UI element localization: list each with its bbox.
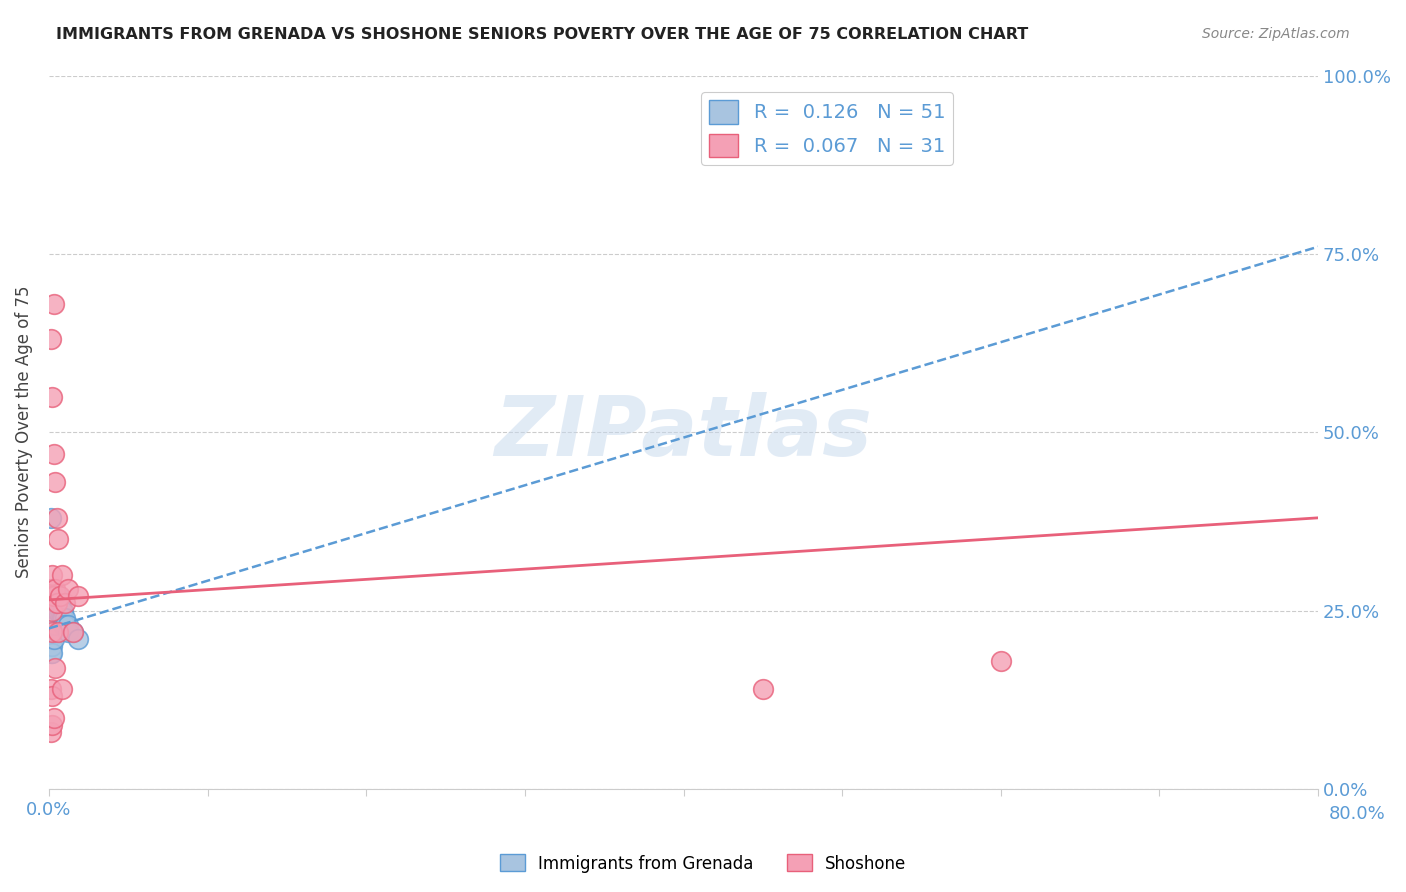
Point [41,590,63,604]
Point [44,582,66,597]
Point [56,624,79,639]
Point [52,617,75,632]
Point [51,610,73,624]
Point [66,590,89,604]
Point [42,447,65,461]
Point [41,597,63,611]
Point [49,597,72,611]
Point [41,717,63,731]
Point [62,624,84,639]
Point [53,617,76,632]
Legend: Immigrants from Grenada, Shoshone: Immigrants from Grenada, Shoshone [494,847,912,880]
Point [39,610,62,624]
Point [41,603,63,617]
Point [53,610,76,624]
Point [66,632,89,646]
Point [39,646,62,660]
Text: 80.0%: 80.0% [1329,805,1385,823]
Point [39,603,62,617]
Point [41,646,63,660]
Text: IMMIGRANTS FROM GRENADA VS SHOSHONE SENIORS POVERTY OVER THE AGE OF 75 CORRELATI: IMMIGRANTS FROM GRENADA VS SHOSHONE SENI… [56,27,1029,42]
Point [42,603,65,617]
Point [49,590,72,604]
Point [39,681,62,696]
Point [42,632,65,646]
Point [39,597,62,611]
Point [45,597,67,611]
Point [990,653,1012,667]
Point [48,624,70,639]
Point [752,681,775,696]
Point [44,617,66,632]
Point [42,590,65,604]
Point [42,597,65,611]
Point [44,603,66,617]
Point [39,639,62,653]
Point [56,582,79,597]
Point [39,617,62,632]
Point [44,590,66,604]
Point [42,610,65,624]
Point [42,590,65,604]
Y-axis label: Seniors Poverty Over the Age of 75: Seniors Poverty Over the Age of 75 [15,286,32,579]
Text: Source: ZipAtlas.com: Source: ZipAtlas.com [1202,27,1350,41]
Point [48,533,70,547]
Point [39,582,62,597]
Point [39,333,62,347]
Point [41,568,63,582]
Point [41,632,63,646]
Point [51,681,73,696]
Point [41,624,63,639]
Point [48,590,70,604]
Point [39,624,62,639]
Point [44,597,66,611]
Point [41,603,63,617]
Point [41,689,63,703]
Point [62,624,84,639]
Point [41,390,63,404]
Point [42,624,65,639]
Point [39,511,62,525]
Point [39,590,62,604]
Point [42,297,65,311]
Point [45,511,67,525]
Point [45,603,67,617]
Point [42,617,65,632]
Point [41,624,63,639]
Point [56,617,79,632]
Point [48,597,70,611]
Point [51,603,73,617]
Point [49,603,72,617]
Point [51,568,73,582]
Point [42,710,65,724]
Point [44,610,66,624]
Point [45,597,67,611]
Point [41,582,63,597]
Point [52,603,75,617]
Point [41,617,63,632]
Point [44,660,66,674]
Point [53,597,76,611]
Point [41,639,63,653]
Point [41,610,63,624]
Point [44,475,66,490]
Point [39,632,62,646]
Point [52,610,75,624]
Point [48,603,70,617]
Legend: R =  0.126   N = 51, R =  0.067   N = 31: R = 0.126 N = 51, R = 0.067 N = 31 [702,93,953,165]
Text: ZIPatlas: ZIPatlas [495,392,873,473]
Point [39,724,62,739]
Point [39,590,62,604]
Point [45,590,67,604]
